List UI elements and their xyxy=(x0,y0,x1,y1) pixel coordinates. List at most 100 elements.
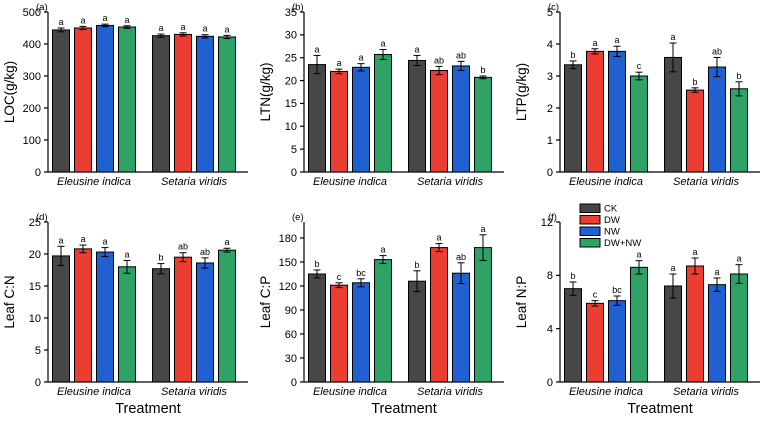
y-axis-title: LOC(g/kg) xyxy=(2,61,17,123)
bar-NW-setaria xyxy=(196,262,214,383)
bar-NW-setaria xyxy=(708,284,726,383)
error-bar xyxy=(201,34,209,39)
x-category-label: Eleusine indica xyxy=(569,176,643,188)
error-bar xyxy=(157,33,165,38)
error-bar xyxy=(713,277,721,292)
y-axis-title: Leaf C:N xyxy=(2,275,17,328)
sig-letter: a xyxy=(670,263,675,273)
error-bar xyxy=(613,295,621,306)
error-bar xyxy=(479,234,487,261)
error-bar xyxy=(57,245,65,267)
bar-CK-setaria xyxy=(664,56,682,173)
sig-letter: ab xyxy=(200,247,210,257)
y-tick-label: 5 xyxy=(291,144,297,156)
legend-label: DW xyxy=(604,215,620,226)
bar-CK-setaria xyxy=(408,280,426,383)
sig-letter: a xyxy=(714,267,719,277)
sig-letter: b xyxy=(414,260,419,270)
error-bar xyxy=(435,65,443,76)
bar-DW-eleusine xyxy=(74,27,92,173)
error-bar xyxy=(79,25,87,31)
bar-NW-setaria xyxy=(196,35,214,173)
error-bar xyxy=(479,75,487,80)
y-tick-label: 2 xyxy=(547,103,553,115)
bar-DW+NW-setaria xyxy=(218,249,236,383)
error-bar xyxy=(613,45,621,57)
error-bar xyxy=(223,34,231,40)
bar-NW-setaria xyxy=(708,66,726,173)
error-bar xyxy=(379,255,387,265)
sig-letter: a xyxy=(58,17,63,27)
x-category-label: Setaria viridis xyxy=(417,176,484,188)
bar-DW+NW-eleusine xyxy=(374,259,392,383)
y-tick-label: 0 xyxy=(35,377,41,389)
bar-DW+NW-eleusine xyxy=(630,266,648,383)
sig-letter: b xyxy=(480,65,485,75)
bar-DW+NW-setaria xyxy=(218,36,236,173)
y-tick-label: 60 xyxy=(285,329,297,341)
sig-letter: bc xyxy=(612,285,622,295)
x-axis-title: Treatment xyxy=(371,401,437,417)
error-bar xyxy=(379,48,387,61)
bar-NW-eleusine xyxy=(608,50,626,173)
y-tick-label: 20 xyxy=(29,249,41,261)
y-axis: 0 30 60 90 120 150 180 xyxy=(279,222,305,389)
bar-DW-setaria xyxy=(174,33,192,173)
y-tick-label: 12 xyxy=(541,217,553,229)
sig-letter: ab xyxy=(712,46,722,56)
y-tick-label: 35 xyxy=(285,7,297,19)
y-tick-label: 300 xyxy=(23,71,41,83)
legend-label: NW xyxy=(604,227,620,238)
error-bar xyxy=(335,68,343,75)
bar-CK-setaria xyxy=(408,59,426,173)
error-bar xyxy=(669,42,677,73)
error-bar xyxy=(357,278,365,288)
legend-label: DW+NW xyxy=(604,238,641,249)
bar-CK-eleusine xyxy=(52,29,70,173)
y-tick-label: 200 xyxy=(23,103,41,115)
y-tick-label: 25 xyxy=(285,53,297,65)
bar-CK-eleusine xyxy=(308,273,326,383)
sig-letter: a xyxy=(158,23,163,33)
bar-CK-setaria xyxy=(664,285,682,383)
x-category-label: Setaria viridis xyxy=(161,176,228,188)
y-tick-label: 0 xyxy=(291,377,297,389)
x-category-label: Setaria viridis xyxy=(417,386,484,398)
legend-swatch-DW+NW xyxy=(579,238,601,248)
sig-letter: c xyxy=(593,290,598,300)
panel-d: 0 5 10 15 20 25 a a a a Eleusine indica b ab ab a Setar… xyxy=(0,196,256,420)
sig-letter: a xyxy=(314,44,319,54)
sig-letter: a xyxy=(736,254,741,264)
error-bar xyxy=(635,71,643,81)
bar-CK-setaria xyxy=(152,35,170,173)
sig-letter: a xyxy=(380,38,385,48)
sig-letter: a xyxy=(592,38,597,48)
x-axis-title: Treatment xyxy=(115,401,181,417)
panel-letter: (b) xyxy=(292,2,304,13)
sig-letter: a xyxy=(380,245,385,255)
y-tick-label: 10 xyxy=(29,313,41,325)
panel-c: 0 1 2 3 4 5 b a a c Eleusine indica a b ab b Setaria vi… xyxy=(512,0,768,196)
error-bar xyxy=(357,63,365,72)
y-tick-label: 4 xyxy=(547,39,553,51)
sig-letter: ab xyxy=(178,242,188,252)
sig-letter: a xyxy=(80,15,85,25)
y-tick-label: 30 xyxy=(285,353,297,365)
y-tick-label: 20 xyxy=(285,75,297,87)
bar-NW-setaria xyxy=(452,272,470,383)
panel-e: 0 30 60 90 120 150 180 b c bc a Eleusine indica b a ab… xyxy=(256,196,512,420)
error-bar xyxy=(101,23,109,28)
bar-CK-eleusine xyxy=(564,64,582,173)
bar-DW+NW-setaria xyxy=(730,88,748,173)
x-category-label: Eleusine indica xyxy=(313,386,387,398)
x-category-label: Eleusine indica xyxy=(57,176,131,188)
sig-letter: a xyxy=(124,15,129,25)
x-category-label: Setaria viridis xyxy=(673,176,740,188)
sig-letter: b xyxy=(314,259,319,269)
error-bar xyxy=(669,273,677,299)
error-bar xyxy=(223,247,231,253)
sig-letter: a xyxy=(180,22,185,32)
sig-letter: a xyxy=(480,224,485,234)
